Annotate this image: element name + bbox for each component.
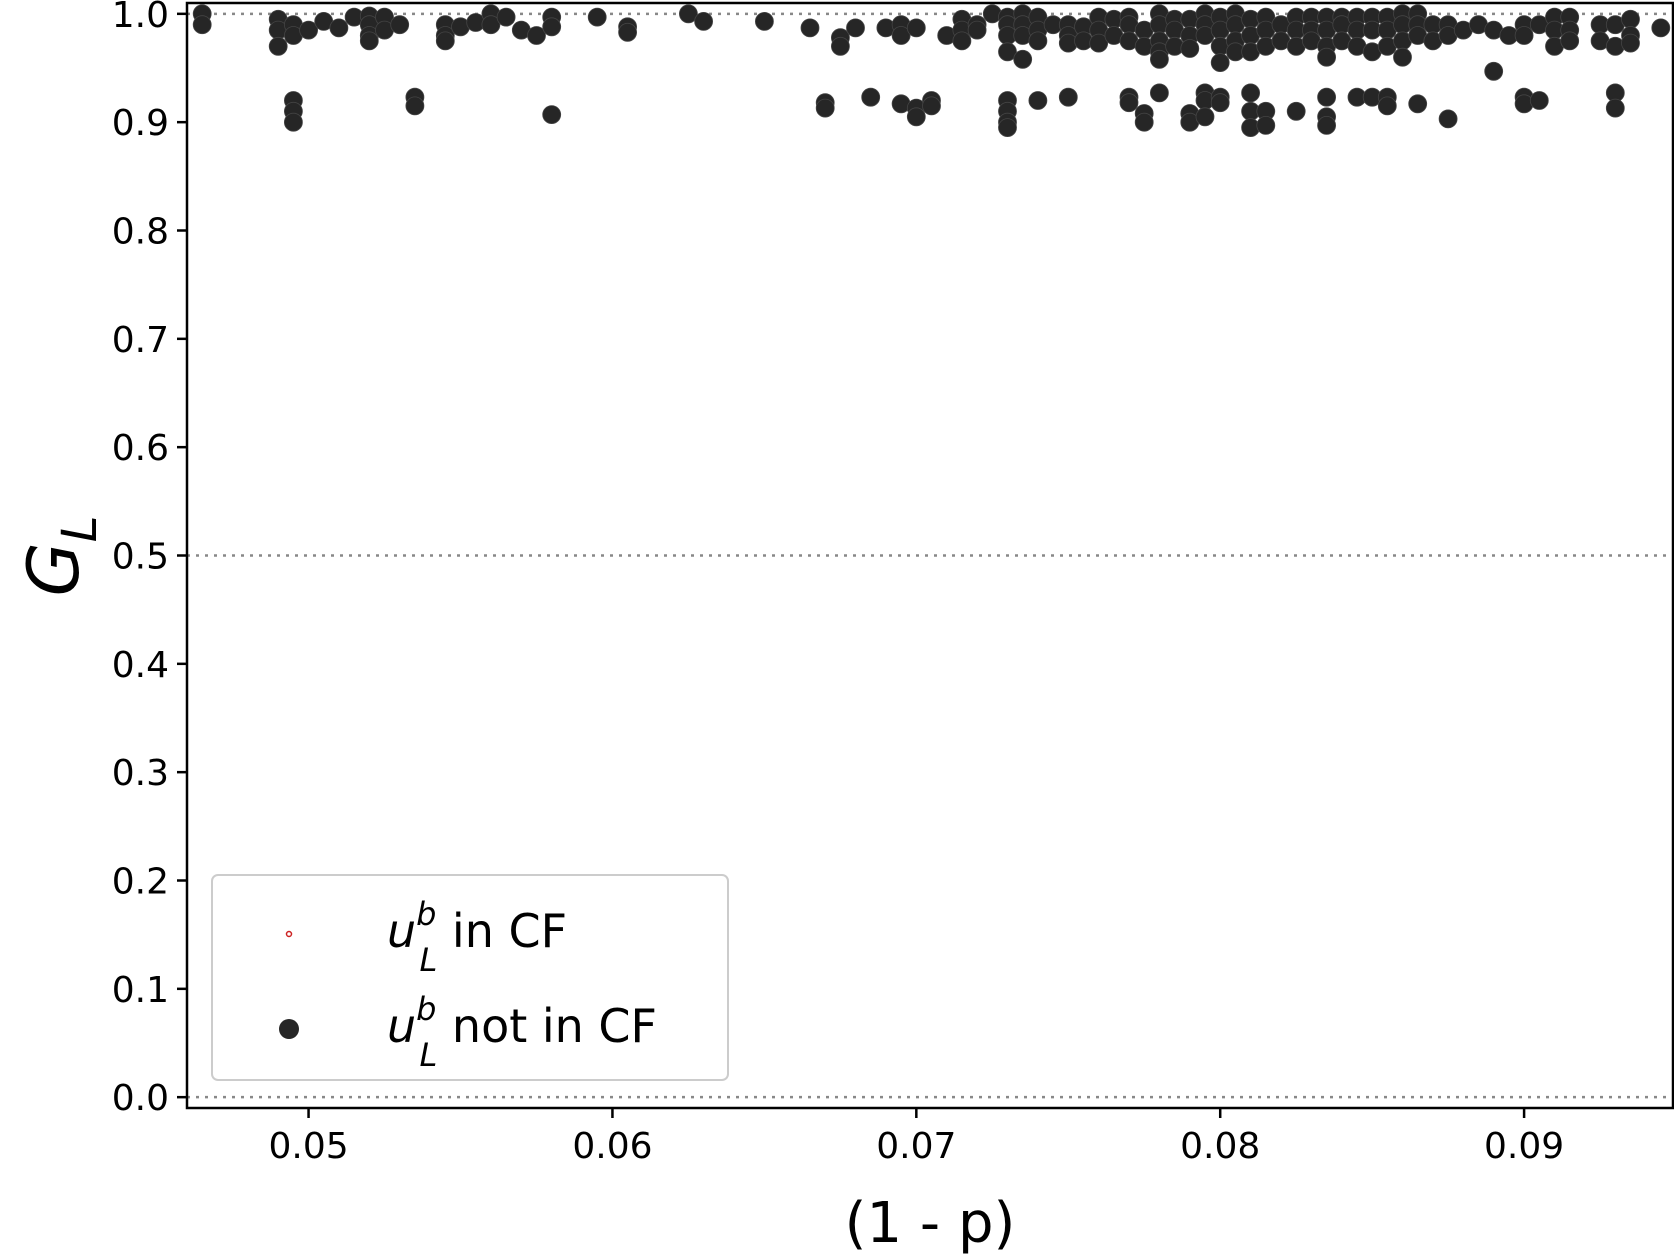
data-point — [1317, 87, 1336, 107]
data-point — [1089, 33, 1109, 53]
y-tick-label: 0.1 — [112, 970, 169, 1011]
data-point — [1286, 101, 1306, 121]
data-point — [405, 96, 425, 116]
data-point — [1438, 109, 1458, 129]
svg-text:GL: GL — [13, 516, 108, 597]
data-point — [1651, 18, 1671, 38]
data-point — [831, 36, 850, 56]
data-point — [1119, 93, 1139, 113]
data-point — [329, 18, 349, 38]
data-point — [755, 11, 774, 31]
y-tick-label: 0.9 — [112, 103, 169, 144]
data-point — [268, 36, 288, 56]
data-point — [694, 11, 713, 31]
data-point — [998, 118, 1017, 137]
y-tick-label: 0.6 — [112, 428, 169, 469]
data-point — [1529, 91, 1549, 110]
data-point — [618, 22, 637, 42]
y-tick-label: 0.5 — [112, 537, 169, 578]
data-point — [1408, 94, 1428, 114]
y-axis-label: GL — [13, 516, 108, 597]
data-point — [922, 96, 941, 116]
data-point — [390, 15, 410, 35]
y-tick-label: 0.0 — [112, 1078, 169, 1119]
data-point — [1484, 61, 1504, 81]
legend-marker-not-in-cf — [279, 1019, 299, 1039]
data-point — [1028, 91, 1048, 110]
data-point — [527, 26, 546, 45]
x-tick-label: 0.09 — [1484, 1126, 1564, 1167]
data-point — [299, 20, 319, 40]
data-point — [906, 107, 926, 127]
x-tick-label: 0.05 — [268, 1126, 348, 1167]
scatter-points — [192, 4, 1671, 137]
legend-marker-in-cf — [285, 930, 293, 938]
data-point — [192, 15, 212, 35]
y-axis-ticks: 0.0 0.1 0.2 0.3 0.4 0.5 0.6 0.7 0.8 0.9 1.0 — [112, 0, 187, 1119]
data-point — [1317, 47, 1336, 67]
data-point — [1393, 47, 1412, 67]
y-axis-label-base: G — [13, 542, 95, 596]
data-point — [1241, 83, 1260, 103]
y-tick-label: 0.7 — [112, 320, 169, 361]
data-point — [1317, 116, 1336, 135]
data-point — [542, 105, 562, 124]
data-point — [815, 98, 835, 118]
legend-entry-in-cf: ub L in CF — [387, 895, 567, 979]
data-point — [967, 20, 987, 40]
data-point — [1195, 107, 1215, 127]
data-point — [891, 26, 911, 45]
data-point — [1514, 26, 1534, 45]
y-tick-label: 0.8 — [112, 212, 169, 253]
data-point — [952, 31, 972, 51]
y-tick-label: 0.2 — [112, 862, 169, 903]
data-point — [1210, 53, 1230, 72]
data-point — [1150, 83, 1169, 103]
data-point — [1134, 112, 1154, 132]
data-point — [1180, 39, 1200, 58]
data-point — [800, 18, 820, 38]
y-tick-label: 0.4 — [112, 645, 169, 686]
data-point — [1605, 98, 1625, 118]
data-point — [1621, 9, 1640, 29]
data-point — [906, 18, 926, 38]
x-tick-label: 0.06 — [572, 1126, 652, 1167]
data-point — [1621, 33, 1640, 53]
data-point — [359, 31, 379, 51]
data-point — [587, 7, 607, 27]
data-point — [1605, 36, 1625, 56]
data-point — [1377, 96, 1397, 116]
x-axis-ticks: 0.05 0.06 0.07 0.08 0.09 — [268, 1108, 1564, 1167]
data-point — [542, 17, 562, 37]
data-point — [496, 7, 516, 27]
data-point — [435, 31, 455, 51]
data-point — [1028, 31, 1048, 51]
y-tick-label: 0.3 — [112, 753, 169, 794]
x-axis-label: (1 - p) — [845, 1191, 1016, 1256]
data-point — [481, 15, 501, 35]
data-point — [283, 112, 303, 132]
legend: ub L in CF ub L not in CF — [211, 874, 729, 1081]
data-point — [1560, 31, 1580, 51]
data-point — [679, 4, 698, 24]
data-point — [1210, 93, 1230, 113]
data-point — [861, 87, 881, 107]
data-point — [846, 18, 865, 38]
y-tick-label: 1.0 — [112, 0, 169, 36]
data-point — [1013, 49, 1033, 69]
x-tick-label: 0.07 — [876, 1126, 956, 1167]
legend-box — [211, 874, 729, 1081]
y-axis-label-subscript: L — [52, 516, 108, 543]
data-point — [1150, 49, 1169, 69]
x-tick-label: 0.08 — [1180, 1126, 1260, 1167]
data-point — [1058, 87, 1078, 107]
legend-entry-not-in-cf: ub L not in CF — [387, 990, 657, 1074]
data-point — [998, 42, 1017, 62]
data-point — [1256, 116, 1276, 135]
